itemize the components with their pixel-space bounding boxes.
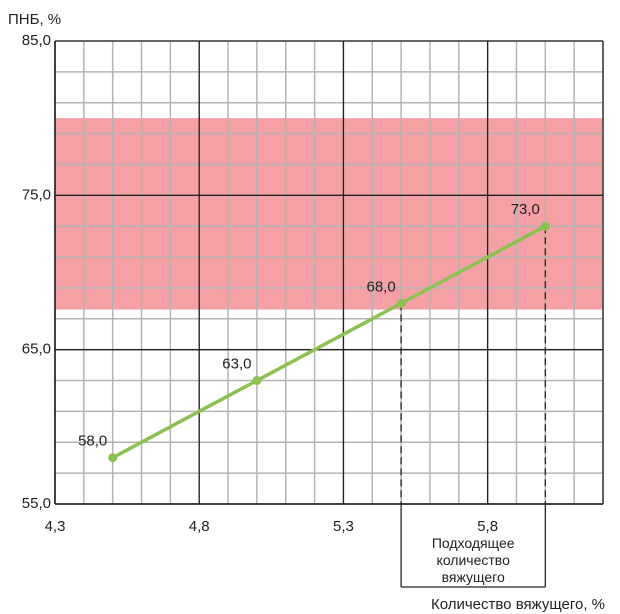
data-point — [396, 298, 406, 308]
data-point — [540, 221, 550, 231]
annotation-text: вяжущего — [442, 569, 505, 585]
x-axis-title: Количество вяжущего, % — [431, 596, 605, 613]
data-label: 73,0 — [511, 201, 540, 218]
data-point — [108, 453, 118, 463]
series-line — [111, 224, 547, 460]
x-tick-label: 5,8 — [477, 518, 498, 535]
data-label: 58,0 — [78, 433, 107, 450]
x-tick-label: 5,3 — [333, 518, 354, 535]
y-tick-label: 55,0 — [22, 495, 51, 512]
y-tick-label: 65,0 — [22, 341, 51, 358]
data-point — [252, 376, 262, 386]
y-axis-title: ПНБ, % — [8, 11, 61, 28]
annotation-text: количество — [437, 552, 511, 568]
x-tick-label: 4,8 — [189, 518, 210, 535]
annotation-text: Подходящее — [432, 535, 515, 551]
data-label: 68,0 — [367, 278, 396, 295]
y-tick-label: 85,0 — [22, 32, 51, 49]
data-label: 63,0 — [222, 356, 251, 373]
y-tick-label: 75,0 — [22, 186, 51, 203]
acceptable-range-band — [55, 118, 603, 310]
x-tick-label: 4,3 — [45, 518, 66, 535]
